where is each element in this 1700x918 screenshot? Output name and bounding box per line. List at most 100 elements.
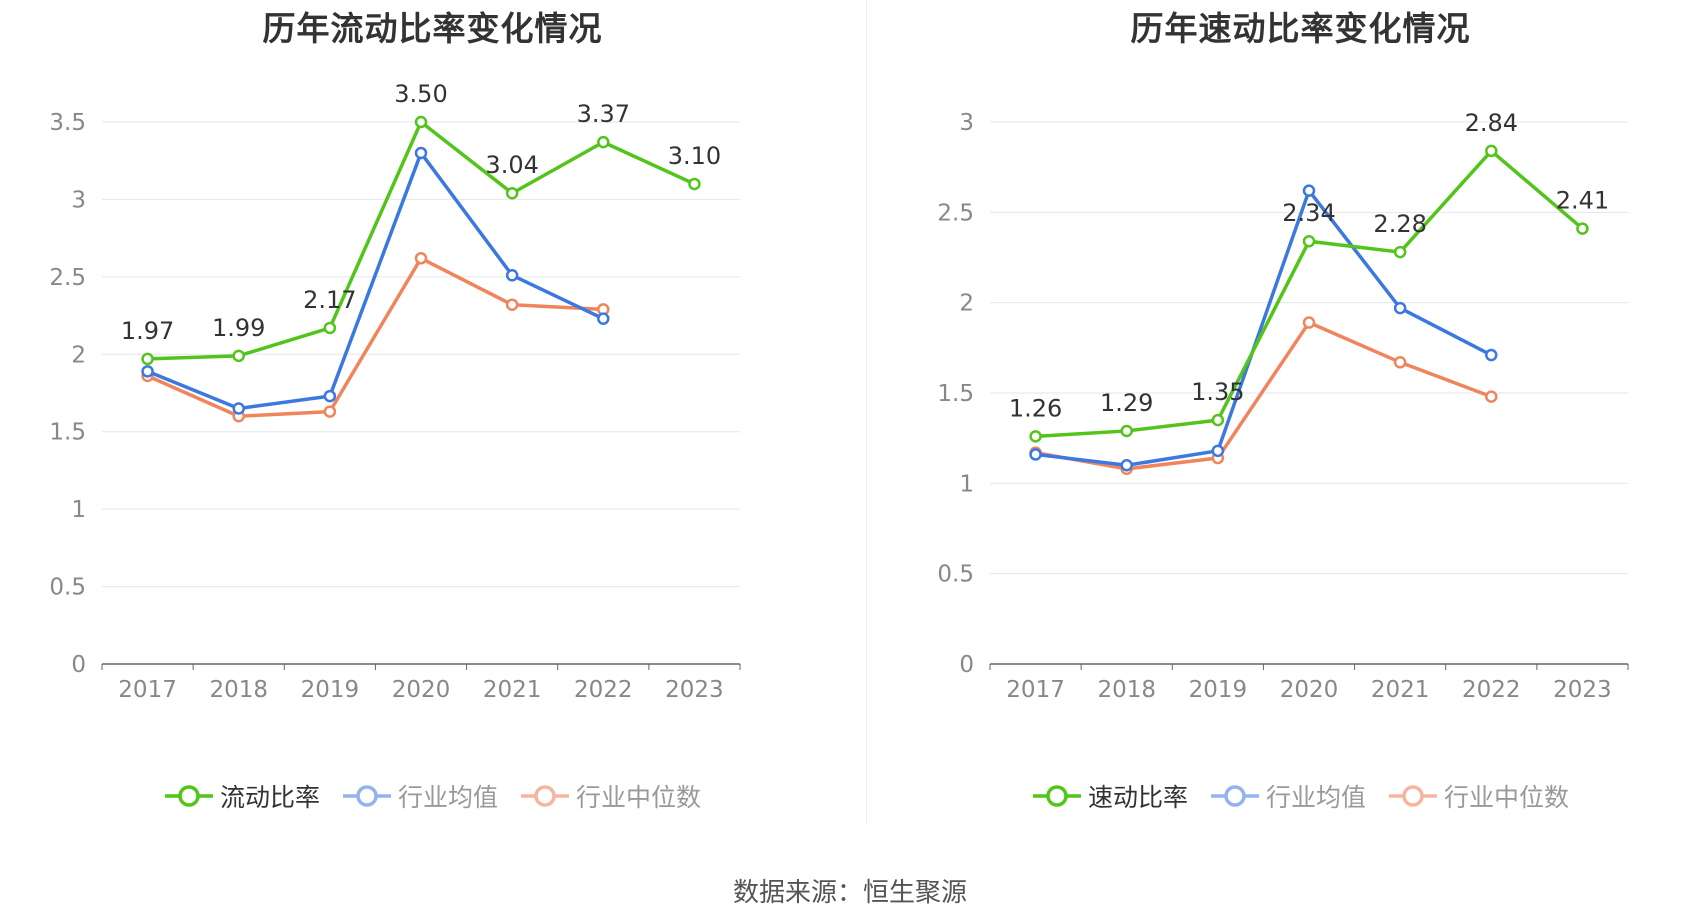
y-tick-label: 1 [71,497,86,523]
data-point [1393,301,1407,315]
legend-line-marker-icon [1210,785,1259,807]
data-point [597,135,610,149]
data-point [1485,390,1498,403]
data-point [1302,316,1316,329]
data-point [1393,245,1407,259]
series-line [146,256,604,418]
data-point [505,269,519,282]
y-tick-label: 3 [959,110,974,136]
legend-line-marker-icon [164,785,213,807]
data-point [1576,222,1589,235]
data-point [323,405,337,418]
data-point [505,186,519,200]
y-tick-label: 2.5 [49,265,86,291]
x-tick-label: 2021 [483,677,542,700]
data-label: 1.99 [212,314,265,342]
data-label: 3.37 [577,100,630,128]
data-point [232,402,245,415]
data-label: 1.97 [121,317,174,345]
data-label: 3.10 [668,142,721,170]
data-label: 3.50 [394,80,447,108]
y-tick-label: 2 [71,342,86,368]
y-tick-label: 1 [959,471,974,497]
data-point [232,349,245,363]
legend-label: 行业均值 [1265,783,1366,812]
data-label: 1.29 [1100,389,1153,417]
legend: 速动比率 行业均值 行业中位数 [868,778,1700,814]
panel-divider [866,0,867,825]
chart-title: 历年流动比率变化情况 [262,9,603,48]
legend-label: 速动比率 [1087,783,1188,812]
legend-label: 流动比率 [219,783,320,812]
x-tick-label: 2020 [1280,677,1339,700]
data-label: 2.84 [1465,109,1518,137]
line-chart-quick-ratio: 0 0.5 1 1.5 2 2.5 3 2017 2018 2019 2020 2021 2022 202… [937,109,1629,700]
data-source-note: 数据来源：恒生聚源 [732,878,967,908]
data-point [414,252,428,265]
y-tick-label: 0.5 [937,562,974,588]
legend-item[interactable]: 流动比率 [164,778,320,814]
y-tick-label: 3 [71,187,86,213]
data-label: 2.17 [303,286,356,314]
data-point [323,321,337,335]
legend-label: 行业中位数 [576,783,702,812]
data-point [1211,444,1225,458]
data-label: 2.41 [1556,187,1609,215]
x-tick-label: 2020 [392,677,451,700]
data-point [323,389,337,403]
legend-label: 行业中位数 [1444,783,1570,812]
x-tick-label: 2023 [665,677,724,700]
chart-title: 历年速动比率变化情况 [1130,9,1471,48]
data-label: 1.26 [1009,394,1062,422]
data-point [414,115,428,129]
legend-label: 行业均值 [397,783,498,812]
data-point [1120,424,1133,438]
legend-line-marker-icon [521,785,569,807]
data-point [1302,184,1316,197]
series-line [1035,188,1493,468]
data-label: 2.28 [1373,210,1426,238]
data-point [688,177,701,191]
data-point [1120,459,1133,472]
data-point [505,298,519,311]
x-tick-label: 2022 [1462,677,1521,700]
data-point [141,352,154,366]
data-point [1029,448,1042,461]
legend-line-marker-icon [342,785,391,807]
legend: 流动比率 行业均值 行业中位数 [0,778,865,814]
y-tick-label: 2.5 [937,200,974,226]
chart-left: 历年流动比率变化情况 0 0.5 1 1.5 2 2.5 3 3.5 2017 2018 2019 2… [0,0,865,830]
data-point [1485,348,1498,362]
series-line [1035,320,1492,471]
legend-line-marker-icon [1032,785,1081,807]
legend-item[interactable]: 速动比率 [1032,778,1188,814]
legend-item[interactable]: 行业均值 [342,778,498,814]
line-chart-current-ratio: 0 0.5 1 1.5 2 2.5 3 3.5 2017 2018 2019 2020 2021 2022… [49,80,741,700]
data-point [414,146,428,160]
legend-item[interactable]: 行业中位数 [520,778,701,814]
y-tick-label: 2 [959,291,974,317]
data-point [1211,413,1225,427]
y-tick-label: 0.5 [49,575,86,601]
legend-item[interactable]: 行业中位数 [1388,778,1569,814]
series-line [146,151,605,411]
x-tick-label: 2021 [1371,677,1430,700]
x-tick-label: 2018 [209,677,268,700]
y-tick-label: 0 [959,652,974,678]
data-label: 1.35 [1191,378,1244,406]
y-tick-label: 0 [71,652,86,678]
x-tick-label: 2017 [1006,677,1065,700]
y-tick-label: 1.5 [49,420,86,446]
data-point [1393,356,1407,369]
x-tick-label: 2019 [301,677,360,700]
data-point [141,365,154,378]
x-tick-label: 2018 [1097,677,1156,700]
data-point [1485,144,1498,158]
x-tick-label: 2019 [1189,677,1248,700]
legend-line-marker-icon [1389,785,1437,807]
data-label: 2.34 [1282,199,1335,227]
x-tick-label: 2022 [574,677,633,700]
legend-item[interactable]: 行业均值 [1210,778,1366,814]
data-point [1302,234,1316,248]
data-point [597,312,610,325]
